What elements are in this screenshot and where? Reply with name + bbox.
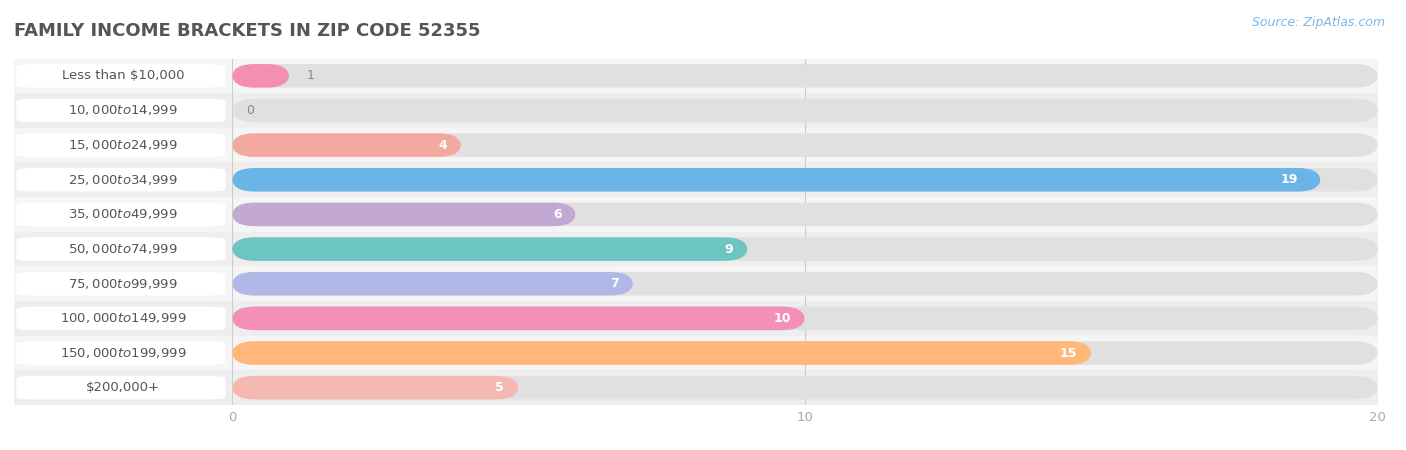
- FancyBboxPatch shape: [232, 64, 1378, 88]
- Text: $25,000 to $34,999: $25,000 to $34,999: [67, 173, 179, 187]
- Text: 7: 7: [610, 277, 619, 290]
- Text: FAMILY INCOME BRACKETS IN ZIP CODE 52355: FAMILY INCOME BRACKETS IN ZIP CODE 52355: [14, 22, 481, 40]
- FancyBboxPatch shape: [17, 99, 225, 122]
- FancyBboxPatch shape: [232, 202, 576, 226]
- FancyBboxPatch shape: [17, 237, 225, 261]
- FancyBboxPatch shape: [232, 341, 1378, 365]
- Text: $200,000+: $200,000+: [86, 381, 160, 394]
- FancyBboxPatch shape: [17, 64, 225, 88]
- FancyBboxPatch shape: [232, 168, 1320, 192]
- FancyBboxPatch shape: [232, 376, 519, 400]
- Text: 5: 5: [495, 381, 505, 394]
- Bar: [232, 370, 1378, 405]
- Bar: [232, 58, 1378, 93]
- Text: $100,000 to $149,999: $100,000 to $149,999: [60, 311, 186, 325]
- FancyBboxPatch shape: [232, 237, 748, 261]
- FancyBboxPatch shape: [17, 306, 225, 330]
- Text: 1: 1: [307, 69, 315, 82]
- Bar: [232, 162, 1378, 197]
- Bar: [14, 162, 232, 197]
- Bar: [232, 128, 1378, 162]
- FancyBboxPatch shape: [232, 272, 633, 296]
- FancyBboxPatch shape: [232, 133, 1378, 157]
- Text: $50,000 to $74,999: $50,000 to $74,999: [67, 242, 179, 256]
- FancyBboxPatch shape: [232, 306, 804, 330]
- Bar: [232, 266, 1378, 301]
- FancyBboxPatch shape: [17, 202, 225, 226]
- Bar: [14, 370, 232, 405]
- Text: 9: 9: [724, 243, 734, 256]
- FancyBboxPatch shape: [232, 272, 1378, 296]
- Text: 0: 0: [246, 104, 254, 117]
- Text: 19: 19: [1281, 173, 1298, 186]
- Text: 6: 6: [553, 208, 561, 221]
- Bar: [14, 197, 232, 232]
- Text: 10: 10: [773, 312, 790, 325]
- FancyBboxPatch shape: [232, 133, 461, 157]
- Text: 4: 4: [439, 139, 447, 152]
- Text: $75,000 to $99,999: $75,000 to $99,999: [67, 277, 179, 291]
- Bar: [232, 301, 1378, 336]
- Text: Source: ZipAtlas.com: Source: ZipAtlas.com: [1251, 16, 1385, 29]
- FancyBboxPatch shape: [232, 376, 1378, 400]
- FancyBboxPatch shape: [17, 133, 225, 157]
- Bar: [14, 58, 232, 93]
- FancyBboxPatch shape: [17, 168, 225, 192]
- Bar: [14, 93, 232, 128]
- Text: $10,000 to $14,999: $10,000 to $14,999: [67, 104, 179, 117]
- FancyBboxPatch shape: [232, 306, 1378, 330]
- Bar: [14, 232, 232, 266]
- FancyBboxPatch shape: [232, 341, 1091, 365]
- Text: Less than $10,000: Less than $10,000: [62, 69, 184, 82]
- Bar: [232, 336, 1378, 370]
- FancyBboxPatch shape: [232, 64, 290, 88]
- Bar: [232, 197, 1378, 232]
- FancyBboxPatch shape: [17, 272, 225, 296]
- Text: 15: 15: [1060, 346, 1077, 360]
- Bar: [232, 232, 1378, 266]
- FancyBboxPatch shape: [232, 202, 1378, 226]
- FancyBboxPatch shape: [232, 237, 1378, 261]
- Text: $150,000 to $199,999: $150,000 to $199,999: [60, 346, 186, 360]
- Bar: [14, 128, 232, 162]
- FancyBboxPatch shape: [232, 168, 1378, 192]
- FancyBboxPatch shape: [232, 99, 1378, 122]
- FancyBboxPatch shape: [17, 376, 225, 400]
- Bar: [14, 266, 232, 301]
- Bar: [232, 93, 1378, 128]
- FancyBboxPatch shape: [17, 341, 225, 365]
- Text: $15,000 to $24,999: $15,000 to $24,999: [67, 138, 179, 152]
- Bar: [14, 301, 232, 336]
- Text: $35,000 to $49,999: $35,000 to $49,999: [67, 207, 179, 221]
- Bar: [14, 336, 232, 370]
